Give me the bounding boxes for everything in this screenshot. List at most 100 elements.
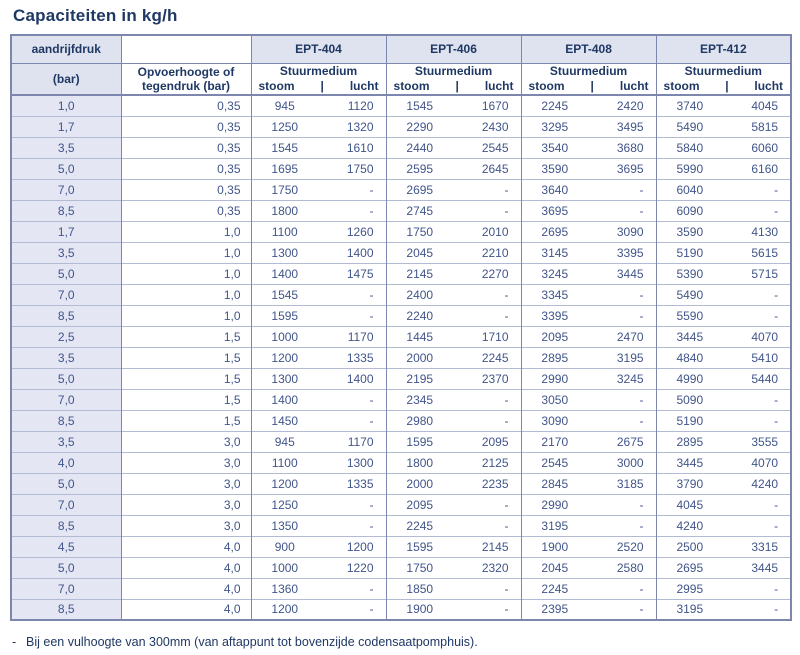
cell-ept406-stoom: 1850 xyxy=(385,577,454,599)
cell-ept412-lucht: - xyxy=(723,514,792,536)
cell-aandrijfdruk: 7,0 xyxy=(11,283,121,305)
table-row: 1,7 1,0 1100 1260 1750 2010 2695 3090 3590 4130 xyxy=(11,220,792,242)
separator-bar: | xyxy=(455,78,459,93)
cell-ept412-stoom: 3740 xyxy=(655,95,724,116)
table-row: 8,5 4,0 1200-1900-2395-3195- xyxy=(11,598,792,620)
cell-aandrijfdruk: 5,0 xyxy=(11,157,121,179)
cell-ept404-stoom: 1100 xyxy=(250,220,318,242)
cell-aandrijfdruk: 7,0 xyxy=(11,493,121,515)
cell-ept408-stoom: 2545 xyxy=(520,451,589,473)
table-row: 3,5 0,35 1545 1610 2440 2545 3540 3680 5840 6060 xyxy=(11,136,792,158)
cell-ept404-lucht: - xyxy=(318,493,387,515)
header-stuurmedium-ept408: Stuurmedium stoom | lucht xyxy=(520,63,657,96)
cell-ept404-lucht: - xyxy=(318,577,387,599)
cell-ept404-lucht: 1300 xyxy=(318,451,387,473)
cell-ept406-stoom: 2195 xyxy=(385,367,454,389)
cell-ept404-stoom: 1250 xyxy=(250,493,318,515)
cell-ept408-stoom: 3050 xyxy=(520,388,589,410)
cell-ept404-stoom: 1000 xyxy=(250,325,318,347)
cell-ept406-stoom: 2695 xyxy=(385,178,454,200)
cell-ept404-lucht: 1400 xyxy=(318,241,387,263)
cell-ept406-stoom: 2245 xyxy=(385,514,454,536)
cell-ept408-stoom: 2245 xyxy=(520,95,589,116)
cell-ept406-stoom: 1595 xyxy=(385,430,454,452)
separator-bar: | xyxy=(320,78,324,93)
header-stuurmedium-ept412: Stuurmedium stoom | lucht xyxy=(655,63,792,96)
cell-ept408-lucht: - xyxy=(588,283,657,305)
cell-ept412-lucht: 4070 xyxy=(723,325,792,347)
cell-ept404-stoom: 1800 xyxy=(250,199,318,221)
cell-ept406-stoom: 2095 xyxy=(385,493,454,515)
cell-ept406-stoom: 2240 xyxy=(385,304,454,326)
cell-ept412-stoom: 4840 xyxy=(655,346,724,368)
cell-ept408-stoom: 2895 xyxy=(520,346,589,368)
cell-aandrijfdruk: 5,0 xyxy=(11,262,121,284)
cell-aandrijfdruk: 2,5 xyxy=(11,325,121,347)
cell-ept408-lucht: 3495 xyxy=(588,115,657,137)
cell-ept412-stoom: 2500 xyxy=(655,535,724,557)
cell-aandrijfdruk: 8,5 xyxy=(11,199,121,221)
cell-ept408-lucht: 3680 xyxy=(588,136,657,158)
cell-tegendruk: 1,0 xyxy=(120,241,251,263)
cell-ept412-lucht: - xyxy=(723,388,792,410)
table-row: 7,0 1,5 1400-2345-3050-5090- xyxy=(11,388,792,410)
cell-aandrijfdruk: 1,7 xyxy=(11,220,121,242)
cell-ept406-lucht: 2010 xyxy=(453,220,522,242)
cell-ept408-lucht: 2520 xyxy=(588,535,657,557)
cell-ept412-lucht: 4240 xyxy=(723,472,792,494)
stoom-label: stoom xyxy=(393,78,430,93)
table-row: 8,5 0,35 1800-2745-3695-6090- xyxy=(11,199,792,221)
cell-aandrijfdruk: 5,0 xyxy=(11,556,121,578)
cell-ept412-stoom: 3790 xyxy=(655,472,724,494)
table-row: 8,5 3,0 1350-2245-3195-4240- xyxy=(11,514,792,536)
cell-tegendruk: 1,0 xyxy=(120,262,251,284)
cell-ept412-lucht: 3555 xyxy=(723,430,792,452)
cell-ept406-stoom: 2745 xyxy=(385,199,454,221)
cell-ept404-stoom: 1250 xyxy=(250,115,318,137)
cell-ept408-lucht: - xyxy=(588,409,657,431)
stuurmedium-label: Stuurmedium xyxy=(684,63,762,78)
cell-ept408-stoom: 2845 xyxy=(520,472,589,494)
footnote-text: Bij een vulhoogte van 300mm (van aftappu… xyxy=(26,635,478,649)
header-aandrijfdruk: aandrijfdruk xyxy=(11,35,121,64)
cell-ept406-lucht: 2245 xyxy=(453,346,522,368)
cell-ept412-lucht: 4070 xyxy=(723,451,792,473)
cell-ept404-stoom: 1300 xyxy=(250,367,318,389)
cell-ept406-stoom: 2145 xyxy=(385,262,454,284)
table-row: 4,0 3,0 1100 1300 1800 2125 2545 3000 3445 4070 xyxy=(11,451,792,473)
cell-ept412-stoom: 2995 xyxy=(655,577,724,599)
cell-ept412-stoom: 5490 xyxy=(655,115,724,137)
table-row: 5,0 1,0 1400 1475 2145 2270 3245 3445 5390 5715 xyxy=(11,262,792,284)
cell-ept408-lucht: - xyxy=(588,199,657,221)
cell-ept412-stoom: 3445 xyxy=(655,325,724,347)
header-stuurmedium-ept406: Stuurmedium stoom | lucht xyxy=(385,63,522,96)
cell-ept406-lucht: 2320 xyxy=(453,556,522,578)
page-title: Capaciteiten in kg/h xyxy=(13,6,178,25)
cell-ept406-lucht: - xyxy=(453,598,522,620)
table-body: 1,0 0,35 945 1120 1545 1670 2245 2420 3740 4045 1,… xyxy=(11,95,792,620)
cell-ept408-stoom: 3395 xyxy=(520,304,589,326)
cell-ept408-lucht: 3185 xyxy=(588,472,657,494)
table-row: 3,5 1,5 1200 1335 2000 2245 2895 3195 4840 5410 xyxy=(11,346,792,368)
footnote-dash: - xyxy=(12,635,17,649)
cell-tegendruk: 1,5 xyxy=(120,409,251,431)
stoom-label: stoom xyxy=(258,78,295,93)
header-blank-cell xyxy=(120,35,251,64)
cell-ept406-lucht: 2095 xyxy=(453,430,522,452)
cell-ept404-lucht: - xyxy=(318,409,387,431)
cell-ept412-lucht: 5615 xyxy=(723,241,792,263)
cell-aandrijfdruk: 3,5 xyxy=(11,136,121,158)
cell-ept408-lucht: 3695 xyxy=(588,157,657,179)
cell-aandrijfdruk: 5,0 xyxy=(11,472,121,494)
cell-ept404-lucht: 1170 xyxy=(318,430,387,452)
cell-tegendruk: 3,0 xyxy=(120,472,251,494)
cell-ept408-stoom: 2095 xyxy=(520,325,589,347)
cell-ept404-stoom: 1450 xyxy=(250,409,318,431)
cell-aandrijfdruk: 1,0 xyxy=(11,95,121,116)
cell-ept408-stoom: 3640 xyxy=(520,178,589,200)
cell-ept408-lucht: - xyxy=(588,304,657,326)
table-row: 8,5 1,0 1595-2240-3395-5590- xyxy=(11,304,792,326)
cell-ept404-stoom: 1595 xyxy=(250,304,318,326)
cell-tegendruk: 1,5 xyxy=(120,388,251,410)
